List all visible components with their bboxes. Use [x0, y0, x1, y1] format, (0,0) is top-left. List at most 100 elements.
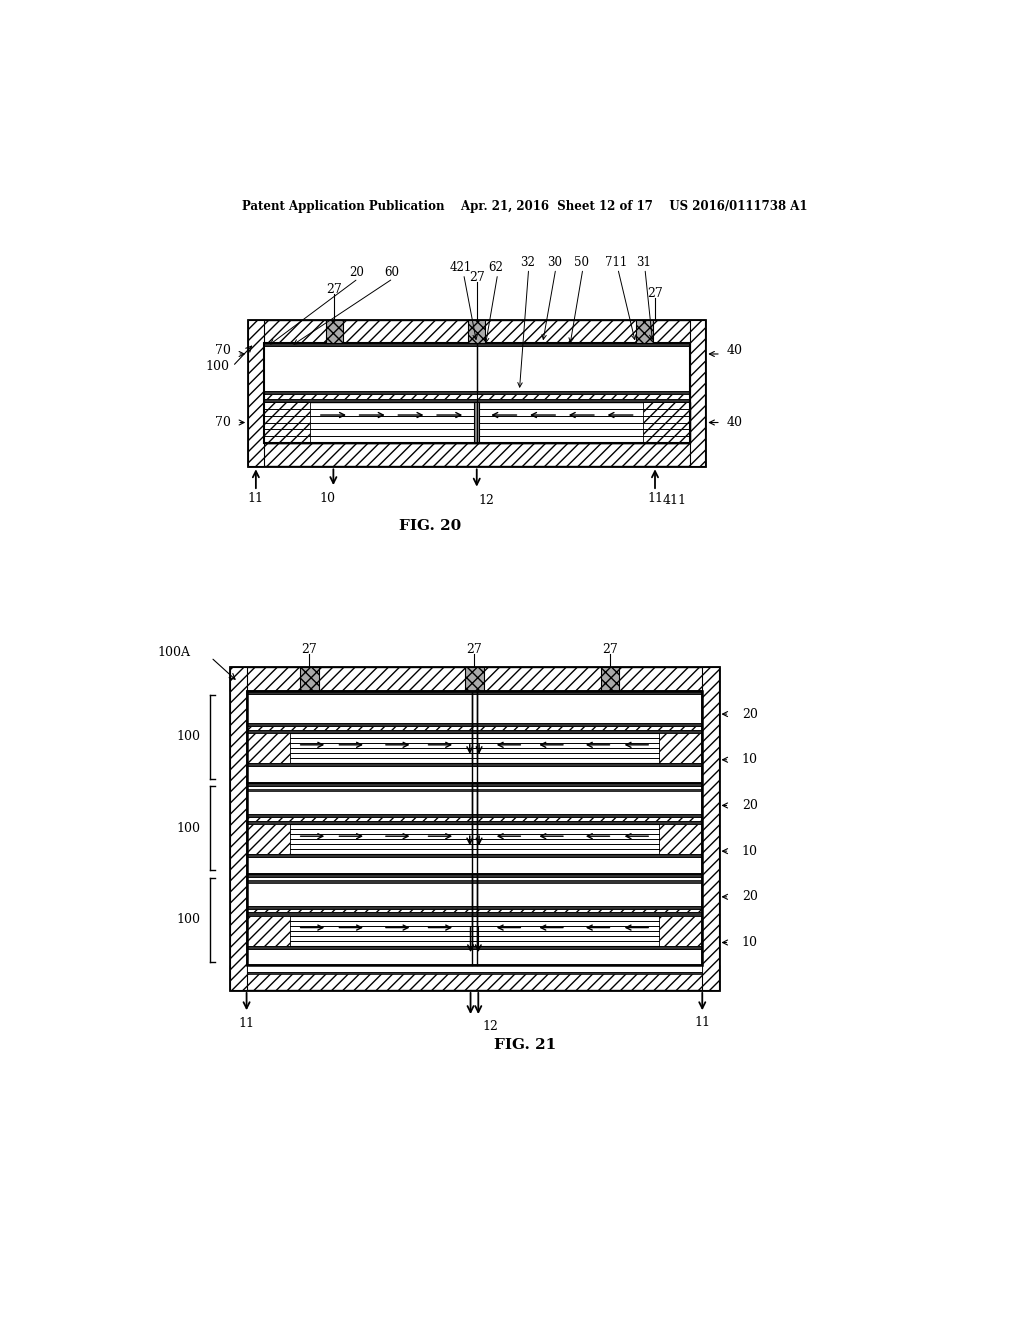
Text: 27: 27 [327, 282, 342, 296]
Bar [263, 395, 690, 399]
Text: 100: 100 [177, 730, 201, 743]
Bar [300, 667, 318, 692]
Text: 70: 70 [215, 416, 231, 429]
Text: 100A: 100A [157, 647, 190, 659]
Text: 20: 20 [741, 708, 758, 721]
Bar [248, 321, 706, 343]
Text: 100: 100 [177, 913, 201, 927]
Text: 711: 711 [605, 256, 628, 269]
Bar [248, 766, 701, 789]
Bar [263, 343, 690, 444]
Bar [248, 692, 701, 783]
Bar [248, 916, 701, 945]
Bar [263, 343, 690, 346]
Text: 50: 50 [573, 256, 589, 269]
Text: 10: 10 [741, 936, 758, 949]
Text: 100: 100 [205, 360, 229, 372]
Bar [248, 874, 701, 876]
Text: 27: 27 [602, 643, 617, 656]
Bar [248, 906, 701, 908]
Bar [248, 824, 701, 854]
Bar [248, 321, 706, 466]
Text: 40: 40 [727, 416, 743, 429]
Bar [248, 692, 701, 965]
Text: 30: 30 [547, 256, 562, 269]
Bar [263, 399, 690, 401]
Bar [248, 880, 701, 883]
Bar [248, 876, 701, 906]
Bar [701, 667, 719, 990]
Bar [230, 667, 719, 692]
Bar [474, 401, 479, 444]
Bar [248, 857, 701, 880]
Bar [248, 733, 290, 763]
Bar [248, 908, 701, 912]
Text: 11: 11 [248, 492, 264, 506]
Bar [601, 667, 620, 692]
Text: 27: 27 [469, 271, 484, 284]
Bar [248, 321, 263, 466]
Bar [230, 667, 719, 990]
Bar [248, 730, 701, 733]
Text: 12: 12 [478, 494, 494, 507]
Text: 60: 60 [384, 265, 399, 279]
Bar [690, 321, 706, 466]
Bar [263, 391, 690, 395]
Text: FIG. 21: FIG. 21 [494, 1039, 556, 1052]
Bar [248, 789, 701, 792]
Bar [658, 733, 701, 763]
Text: 11: 11 [694, 1016, 711, 1028]
Text: 411: 411 [663, 494, 686, 507]
Bar [468, 321, 485, 343]
Text: 31: 31 [636, 256, 651, 269]
Bar [248, 912, 701, 916]
Bar [263, 401, 690, 444]
Bar [248, 854, 701, 857]
Text: 10: 10 [741, 845, 758, 858]
Bar [248, 874, 701, 965]
Bar [248, 723, 701, 726]
Text: 12: 12 [482, 1020, 498, 1034]
Bar [658, 916, 701, 945]
Text: 27: 27 [301, 643, 317, 656]
Bar [263, 346, 690, 391]
Text: 62: 62 [488, 261, 504, 275]
Bar [230, 965, 719, 990]
Bar [248, 817, 701, 821]
Text: 10: 10 [741, 754, 758, 767]
Bar [248, 783, 701, 874]
Bar [636, 321, 652, 343]
Bar [248, 692, 701, 694]
Bar [248, 726, 701, 730]
Text: 20: 20 [741, 799, 758, 812]
Text: 40: 40 [727, 345, 743, 358]
Bar [248, 783, 701, 785]
Text: 27: 27 [467, 643, 482, 656]
Bar [248, 694, 701, 723]
Bar [248, 763, 701, 766]
Bar [248, 444, 706, 466]
Text: 32: 32 [520, 256, 535, 269]
Text: 20: 20 [349, 265, 365, 279]
Text: 11: 11 [647, 492, 663, 506]
Bar [248, 916, 290, 945]
Bar [465, 667, 483, 692]
Bar [248, 785, 701, 814]
Bar [248, 949, 701, 972]
Bar [248, 824, 290, 854]
Text: 421: 421 [451, 261, 472, 275]
Bar [263, 401, 310, 444]
Bar [248, 733, 701, 763]
Text: 11: 11 [239, 1018, 255, 1031]
Bar [248, 814, 701, 817]
Bar [230, 667, 248, 990]
Text: 100: 100 [177, 822, 201, 834]
Text: 10: 10 [319, 492, 335, 506]
Bar [248, 945, 701, 949]
Text: 27: 27 [647, 286, 663, 300]
Bar [248, 821, 701, 824]
Text: Patent Application Publication    Apr. 21, 2016  Sheet 12 of 17    US 2016/01117: Patent Application Publication Apr. 21, … [242, 199, 808, 213]
Bar [326, 321, 343, 343]
Text: 20: 20 [741, 890, 758, 903]
Bar [643, 401, 690, 444]
